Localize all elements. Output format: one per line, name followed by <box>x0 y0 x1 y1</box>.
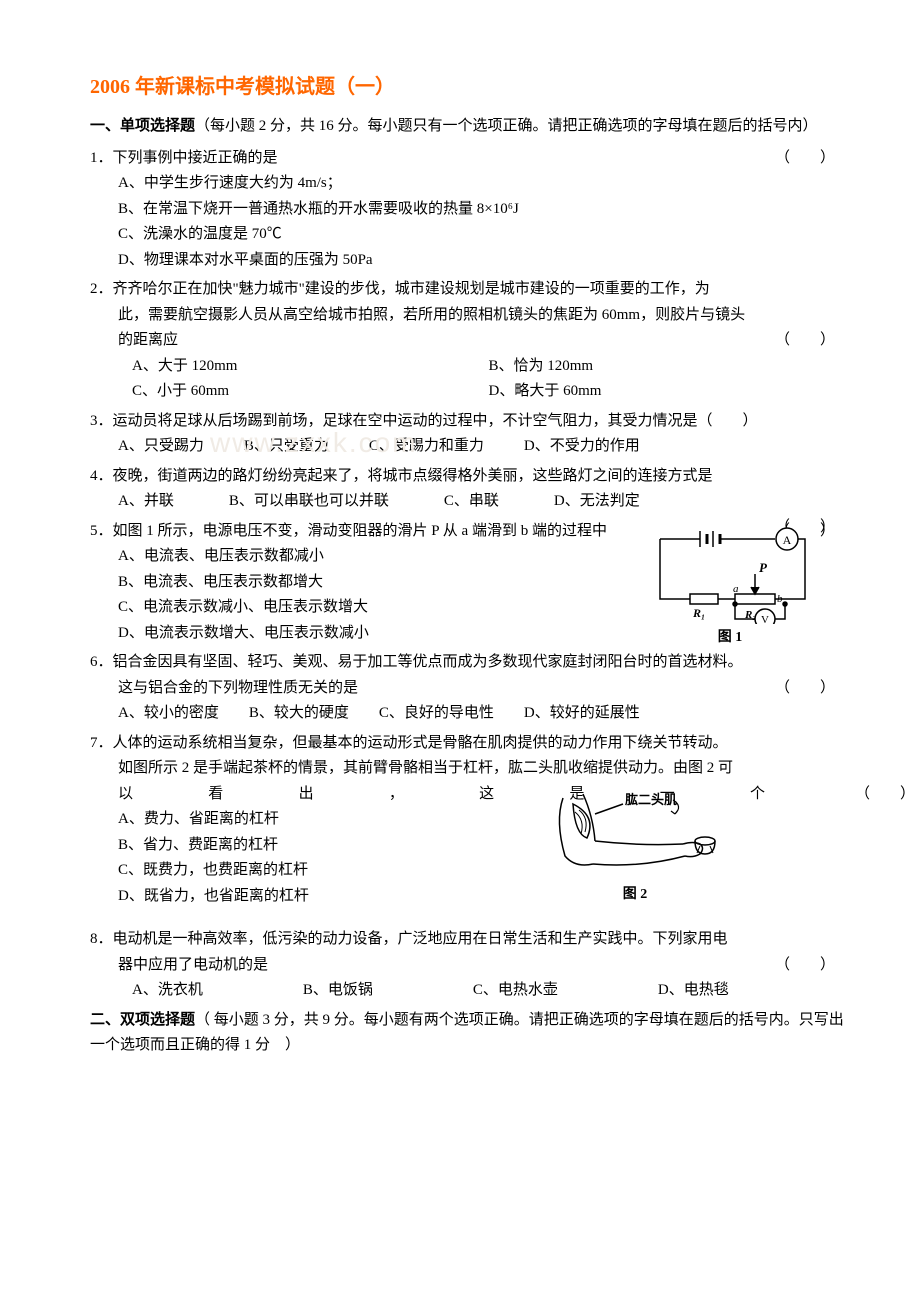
q6-opt-b: B、较大的硬度 <box>249 701 349 727</box>
q1-opt-b: B、在常温下烧开一普通热水瓶的开水需要吸收的热量 8×10⁶J <box>90 197 845 223</box>
question-7: 7．人体的运动系统相当复杂，但最基本的运动形式是骨骼在肌肉提供的动力作用下绕关节… <box>90 731 845 910</box>
section-1-head: 一、单项选择题 <box>90 118 195 134</box>
q8-paren: （ ） <box>775 953 835 979</box>
q2-opt-b: B、恰为 120mm <box>489 354 846 380</box>
figure-1-caption: 图 1 <box>645 626 815 650</box>
q1-paren: （ ） <box>775 146 835 172</box>
q3-opt-a: A、只受踢力 <box>118 434 204 460</box>
q3-opt-b: B、只受重力 <box>244 434 329 460</box>
svg-text:P: P <box>759 560 768 575</box>
q1-opt-c: C、洗澡水的温度是 70℃ <box>90 222 845 248</box>
svg-text:肱二头肌: 肱二头肌 <box>625 792 677 807</box>
q1-text: 下列事例中接近正确的是 <box>113 150 278 166</box>
question-1: 1．下列事例中接近正确的是 （ ） A、中学生步行速度大约为 4m/s； B、在常… <box>90 146 845 274</box>
q4-text: 夜晚，街道两边的路灯纷纷亮起来了，将城市点缀得格外美丽，这些路灯之间的连接方式是 <box>113 468 713 484</box>
q7-num: 7． <box>90 735 113 751</box>
q2-text1: 齐齐哈尔正在加快"魅力城市"建设的步伐，城市建设规划是城市建设的一项重要的工作，… <box>113 281 710 297</box>
question-6: 6．铝合金因具有坚固、轻巧、美观、易于加工等优点而成为多数现代家庭封闭阳台时的首… <box>90 650 845 727</box>
q2-text2: 此，需要航空摄影人员从高空给城市拍照，若所用的照相机镜头的焦距为 60mm，则胶… <box>90 303 845 329</box>
q2-paren: （ ） <box>775 328 835 354</box>
question-8: 8．电动机是一种高效率，低污染的动力设备，广泛地应用在日常生活和生产实践中。下列… <box>90 927 845 1004</box>
q2-opt-d: D、略大于 60mm <box>489 379 846 405</box>
q8-opt-a: A、洗衣机 <box>132 978 203 1004</box>
q3-text: 运动员将足球从后场踢到前场，足球在空中运动的过程中，不计空气阻力，其受力情况是（… <box>113 413 758 429</box>
svg-text:b: b <box>777 593 783 605</box>
figure-2-caption: 图 2 <box>545 883 725 907</box>
svg-text:A: A <box>783 533 792 547</box>
q1-opt-a: A、中学生步行速度大约为 4m/s； <box>90 171 845 197</box>
q4-opt-c: C、串联 <box>444 489 499 515</box>
q2-opt-c: C、小于 60mm <box>132 379 489 405</box>
page-title: 2006 年新课标中考模拟试题（一） <box>90 70 845 104</box>
q6-opt-a: A、较小的密度 <box>118 701 219 727</box>
section-1-note: （每小题 2 分，共 16 分。每小题只有一个选项正确。请把正确选项的字母填在题… <box>195 118 818 134</box>
svg-text:a: a <box>733 583 739 595</box>
figure-2: 肱二头肌 图 2 <box>545 786 725 907</box>
q6-text1: 铝合金因具有坚固、轻巧、美观、易于加工等优点而成为多数现代家庭封闭阳台时的首选材… <box>113 654 743 670</box>
q4-opt-a: A、并联 <box>118 489 174 515</box>
question-2: 2．齐齐哈尔正在加快"魅力城市"建设的步伐，城市建设规划是城市建设的一项重要的工… <box>90 277 845 405</box>
q2-text3: 的距离应 <box>118 332 178 348</box>
q2-opt-a: A、大于 120mm <box>132 354 489 380</box>
q3-num: 3． <box>90 413 113 429</box>
section-2-header: 二、双项选择题（ 每小题 3 分，共 9 分。每小题有两个选项正确。请把正确选项… <box>90 1008 845 1059</box>
svg-text:R₂: R₂ <box>744 609 756 621</box>
q3-opt-c: C、受踢力和重力 <box>369 434 484 460</box>
figure-1: A V P R₁ R₂ a b 图 1 <box>645 524 815 650</box>
q7-opt-d: D、既省力，也省距离的杠杆 <box>90 884 845 910</box>
question-3: 3．运动员将足球从后场踢到前场，足球在空中运动的过程中，不计空气阻力，其受力情况… <box>90 409 845 460</box>
q7-text2: 如图所示 2 是手端起茶杯的情景，其前臂骨骼相当于杠杆，肱二头肌收缩提供动力。由… <box>90 756 845 782</box>
q6-text2: 这与铝合金的下列物理性质无关的是 <box>118 680 358 696</box>
q6-paren: （ ） <box>775 676 835 702</box>
question-5: 5．如图 1 所示，电源电压不变，滑动变阻器的滑片 P 从 a 端滑到 b 端的… <box>90 519 845 647</box>
q8-num: 8． <box>90 931 113 947</box>
q7-opt-a: A、费力、省距离的杠杆 <box>90 807 845 833</box>
section-2-note: （ 每小题 3 分，共 9 分。每小题有两个选项正确。请把正确选项的字母填在题后… <box>90 1012 844 1054</box>
question-4: 4．夜晚，街道两边的路灯纷纷亮起来了，将城市点缀得格外美丽，这些路灯之间的连接方… <box>90 464 845 515</box>
q7-paren: （ ） <box>855 782 915 808</box>
q3-opt-d: D、不受力的作用 <box>524 434 640 460</box>
q4-opt-b: B、可以串联也可以并联 <box>229 489 389 515</box>
q7-text3-line: 以看出，这是一个 （ ） <box>90 782 845 808</box>
q4-opt-d: D、无法判定 <box>554 489 640 515</box>
svg-text:V: V <box>761 614 769 624</box>
q7-opt-b: B、省力、费距离的杠杆 <box>90 833 845 859</box>
section-2-head: 二、双项选择题 <box>90 1012 195 1028</box>
q7-opt-c: C、既费力，也费距离的杠杆 <box>90 858 845 884</box>
q6-num: 6． <box>90 654 113 670</box>
q8-opt-b: B、电饭锅 <box>303 978 373 1004</box>
q7-text1: 人体的运动系统相当复杂，但最基本的运动形式是骨骼在肌肉提供的动力作用下绕关节转动… <box>113 735 728 751</box>
q5-text: 如图 1 所示，电源电压不变，滑动变阻器的滑片 P 从 a 端滑到 b 端的过程… <box>113 523 607 539</box>
section-1-header: 一、单项选择题（每小题 2 分，共 16 分。每小题只有一个选项正确。请把正确选… <box>90 114 845 140</box>
svg-text:R₁: R₁ <box>692 606 705 620</box>
q8-opt-c: C、电热水壶 <box>473 978 558 1004</box>
q1-num: 1． <box>90 150 113 166</box>
q8-text2: 器中应用了电动机的是 <box>118 957 268 973</box>
q8-opt-d: D、电热毯 <box>658 978 729 1004</box>
q6-opt-c: C、良好的导电性 <box>379 701 494 727</box>
q6-opt-d: D、较好的延展性 <box>524 701 640 727</box>
q8-text1: 电动机是一种高效率，低污染的动力设备，广泛地应用在日常生活和生产实践中。下列家用… <box>113 931 728 947</box>
q4-num: 4． <box>90 468 113 484</box>
q5-num: 5． <box>90 523 113 539</box>
q2-num: 2． <box>90 281 113 297</box>
q1-opt-d: D、物理课本对水平桌面的压强为 50Pa <box>90 248 845 274</box>
